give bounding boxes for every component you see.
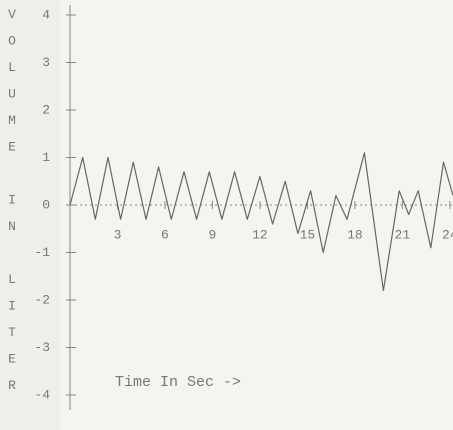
x-tick-label: 9 <box>209 227 217 242</box>
y-tick-label: -2 <box>34 292 50 307</box>
x-tick-label: 15 <box>300 227 316 242</box>
y-tick-label: -3 <box>34 340 50 355</box>
x-tick-label: 12 <box>252 227 268 242</box>
y-tick-label: -4 <box>34 387 50 402</box>
y-tick-label: 0 <box>42 197 50 212</box>
x-tick-label: 3 <box>114 227 122 242</box>
y-tick-label: 4 <box>42 7 50 22</box>
x-tick-label: 18 <box>347 227 363 242</box>
y-tick-label: 1 <box>42 150 50 165</box>
left-strip <box>0 0 60 430</box>
x-tick-label: 21 <box>395 227 411 242</box>
x-tick-label: 6 <box>161 227 169 242</box>
data-line <box>69 152 453 292</box>
y-tick-label: 3 <box>42 55 50 70</box>
x-axis-label: Time In Sec -> <box>115 374 241 391</box>
x-tick-label: 24 <box>442 227 453 242</box>
y-tick-label: 2 <box>42 102 50 117</box>
y-tick-label: -1 <box>34 245 50 260</box>
